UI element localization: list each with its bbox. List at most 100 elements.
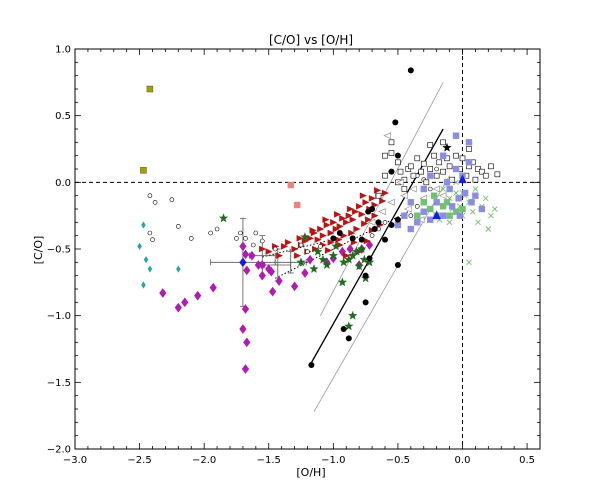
data-point-s2-6: [291, 245, 299, 253]
data-point-s2-41: [353, 225, 361, 233]
data-point-s5-21: [453, 152, 459, 159]
data-point-s3-21: [318, 254, 328, 264]
data-point-s11-5: [175, 264, 182, 274]
data-point-s2-28: [368, 195, 377, 202]
chart-title: [C/O] vs [O/H]: [269, 33, 353, 47]
data-point-s7-2: [440, 186, 446, 192]
data-point-s16-1: [239, 257, 247, 268]
data-point-s5-16: [436, 159, 443, 166]
data-point-s4-8: [208, 230, 213, 236]
data-point-s5-2: [388, 150, 395, 156]
data-point-s6-11: [438, 192, 447, 200]
data-point-s2-49: [334, 211, 342, 218]
y-tick-label: 1.0: [55, 45, 71, 56]
data-point-s3-16: [328, 250, 338, 260]
data-point-s4-17: [298, 242, 304, 248]
data-point-s5-30: [482, 172, 489, 179]
data-point-s2-24: [355, 203, 364, 210]
data-point-s4-24: [414, 204, 420, 209]
data-point-s2-55: [324, 247, 333, 254]
data-point-s11-4: [147, 264, 153, 274]
x-tick-label: −3.0: [63, 455, 87, 466]
data-point-s4-28: [434, 166, 439, 172]
y-tick-label: −1.0: [47, 311, 71, 322]
data-point-s4-16: [272, 246, 278, 252]
data-point-s2-33: [293, 252, 302, 259]
data-point-s2-18: [336, 223, 344, 230]
data-point-s9-23: [407, 199, 415, 206]
data-point-s3-18: [337, 277, 348, 287]
data-point-s7-19: [446, 219, 453, 226]
data-point-s2-56: [343, 252, 351, 259]
data-point-s1-25: [243, 337, 251, 348]
data-point-s13-2: [140, 167, 147, 174]
data-point-s1-20: [181, 297, 189, 308]
data-point-s5-8: [410, 172, 417, 179]
data-point-s10-10: [330, 235, 337, 242]
data-point-s2-48: [322, 216, 330, 223]
data-point-s7-20: [453, 179, 459, 186]
data-point-s1-23: [241, 304, 250, 314]
data-point-s3-17: [309, 264, 319, 273]
y-tick-label: 0.5: [55, 111, 71, 122]
trend-line-1: [309, 128, 444, 366]
y-tick-label: −2.0: [47, 445, 71, 456]
data-point-s3-15: [344, 321, 354, 331]
data-point-s5-19: [446, 163, 453, 170]
data-point-s10-2: [345, 335, 352, 342]
data-point-s2-51: [359, 192, 368, 199]
data-point-s5-35: [401, 186, 408, 192]
x-tick-label: −2.5: [127, 455, 151, 466]
data-point-s9-4: [414, 219, 421, 226]
y-tick-label: −1.5: [47, 378, 71, 389]
x-tick-label: 0.0: [455, 455, 471, 466]
data-point-s8-1: [420, 199, 427, 206]
data-point-s10-15: [388, 168, 395, 175]
data-point-s9-2: [401, 212, 408, 219]
data-point-s5-1: [382, 152, 388, 159]
y-tick-label: 0.0: [55, 178, 71, 189]
data-point-s3-19: [364, 257, 375, 267]
data-point-s4-15: [259, 238, 265, 244]
data-point-s10-12: [388, 222, 395, 228]
data-point-s1-21: [174, 302, 182, 313]
data-point-s8-4: [439, 203, 447, 210]
data-point-s11-1: [140, 220, 147, 230]
data-point-s10-6: [366, 255, 373, 262]
plot-frame: [74, 48, 541, 450]
x-tick-label: −0.5: [386, 455, 410, 466]
data-point-s9-14: [461, 189, 469, 197]
data-point-s2-5: [281, 243, 289, 250]
data-point-s9-3: [407, 225, 415, 233]
data-point-s4-23: [408, 213, 414, 218]
x-tick-label: 0.5: [519, 455, 535, 466]
data-point-s2-26: [362, 199, 370, 206]
data-point-s4-11: [238, 230, 243, 236]
data-point-s2-52: [374, 187, 382, 194]
data-point-s10-9: [336, 230, 343, 236]
data-point-s1-22: [159, 288, 167, 298]
x-axis-title: [O/H]: [296, 466, 325, 479]
x-tick-label: −2.0: [192, 455, 216, 466]
data-point-s2-45: [284, 239, 293, 246]
data-point-s6-13: [416, 216, 425, 224]
data-point-s2-40: [348, 229, 356, 237]
data-point-s9-19: [465, 139, 473, 146]
data-point-s10-18: [407, 67, 414, 74]
data-point-s10-4: [362, 299, 369, 306]
data-point-s5-40: [466, 146, 472, 152]
data-point-s9-7: [433, 199, 440, 206]
data-point-s9-11: [452, 165, 460, 173]
data-point-s3-8: [348, 250, 358, 260]
data-point-s1-18: [209, 282, 217, 293]
data-point-s10-1: [308, 362, 315, 368]
data-point-s2-44: [371, 212, 379, 219]
data-point-s5-13: [427, 166, 434, 172]
data-point-s4-19: [318, 244, 323, 249]
data-point-s5-7: [408, 163, 414, 170]
data-point-s6-5: [400, 192, 408, 200]
data-point-s4-22: [382, 220, 388, 225]
data-point-s5-5: [401, 176, 408, 183]
data-point-s1-8: [267, 266, 275, 277]
data-point-s6-3: [378, 208, 386, 216]
